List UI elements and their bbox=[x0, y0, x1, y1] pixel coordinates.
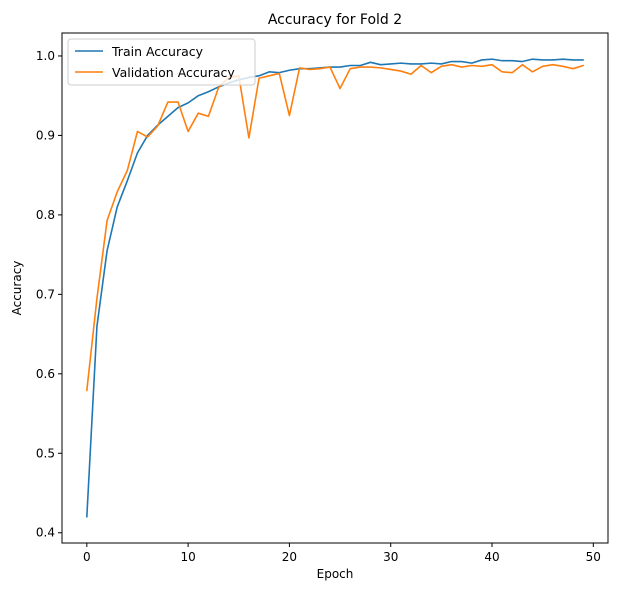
series-lines bbox=[86, 58, 584, 518]
series-line-validation-accuracy bbox=[86, 63, 584, 392]
x-tick-label: 30 bbox=[383, 550, 398, 564]
legend-box bbox=[67, 38, 256, 86]
legend-label-validation: Validation Accuracy bbox=[112, 65, 235, 80]
y-tick-label: 1.0 bbox=[36, 49, 55, 63]
y-tick-label: 0.8 bbox=[36, 208, 55, 222]
plot-area: 0 10 20 30 40 50 0.4 0.5 0.6 0.7 0.8 0.9 1.0 bbox=[36, 32, 609, 564]
chart-title: Accuracy for Fold 2 bbox=[268, 12, 402, 28]
y-axis: 0.4 0.5 0.6 0.7 0.8 0.9 1.0 bbox=[36, 49, 62, 540]
y-axis-title: Accuracy bbox=[10, 261, 24, 316]
legend-label-train: Train Accuracy bbox=[111, 44, 204, 59]
x-tick-label: 50 bbox=[586, 550, 601, 564]
y-tick-label: 0.9 bbox=[36, 128, 55, 142]
y-tick-label: 0.4 bbox=[36, 526, 55, 540]
x-axis: 0 10 20 30 40 50 bbox=[83, 543, 601, 564]
axes-frame bbox=[61, 32, 609, 544]
x-tick-label: 0 bbox=[83, 550, 91, 564]
x-axis-title: Epoch bbox=[317, 567, 354, 581]
x-tick-label: 10 bbox=[180, 550, 195, 564]
x-tick-label: 20 bbox=[282, 550, 297, 564]
x-tick-label: 40 bbox=[484, 550, 499, 564]
y-tick-label: 0.7 bbox=[36, 287, 55, 301]
legend: Train Accuracy Validation Accuracy bbox=[67, 38, 256, 86]
y-tick-label: 0.5 bbox=[36, 446, 55, 460]
series-line-train-accuracy bbox=[86, 58, 584, 518]
y-tick-label: 0.6 bbox=[36, 367, 55, 381]
